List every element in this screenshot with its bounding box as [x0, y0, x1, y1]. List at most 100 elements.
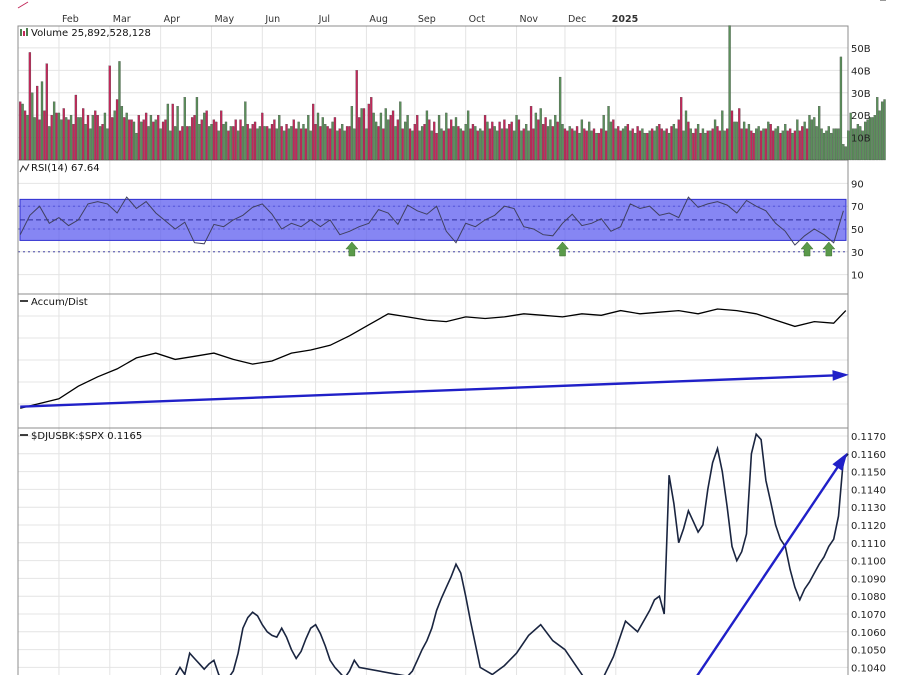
volume-bar: [452, 126, 455, 161]
volume-bar: [169, 130, 172, 161]
volume-bar: [600, 128, 603, 161]
volume-bar: [491, 121, 494, 161]
volume-bar: [839, 56, 843, 161]
month-label: Aug: [369, 14, 388, 25]
volume-bar: [796, 119, 799, 161]
volume-bar: [849, 112, 852, 161]
volume-bar: [65, 117, 68, 161]
volume-bar: [604, 130, 608, 161]
volume-bar: [222, 124, 225, 161]
volume-bar: [597, 132, 600, 161]
volume-bar: [878, 110, 881, 161]
volume-bar: [667, 132, 671, 161]
volume-bar: [406, 115, 409, 161]
volume-bar: [26, 115, 29, 161]
volume-bar: [89, 128, 92, 161]
volume-bar: [430, 130, 433, 161]
volume-bar: [798, 130, 801, 161]
volume-bar: [256, 128, 259, 161]
volume-bar: [822, 132, 826, 161]
volume-tick-label: 50B: [851, 44, 871, 55]
volume-bar: [21, 103, 24, 161]
volume-bar: [791, 132, 794, 161]
volume-bar: [229, 126, 232, 161]
volume-bar: [159, 128, 162, 161]
volume-bar: [469, 128, 472, 161]
volume-bar: [837, 128, 840, 161]
rsi-tick-label: 10: [851, 271, 864, 282]
volume-bar: [377, 126, 380, 161]
volume-bar: [132, 121, 136, 161]
volume-bar: [854, 128, 857, 161]
volume-bar: [98, 126, 102, 161]
volume-bar: [280, 126, 283, 161]
volume-bar: [428, 119, 431, 161]
volume-bar: [67, 119, 70, 161]
volume-bar: [466, 110, 470, 161]
volume-bar: [781, 130, 784, 161]
volume-bar: [183, 97, 186, 161]
volume-bar: [675, 128, 678, 161]
volume-bar: [307, 115, 310, 161]
volume-bar: [769, 124, 772, 161]
volume-bar: [140, 121, 143, 161]
volume-bar: [200, 119, 203, 161]
volume-bar: [164, 119, 167, 161]
volume-bar: [387, 119, 390, 161]
volume-bar: [612, 119, 615, 161]
volume-bar: [704, 132, 707, 161]
volume-bar: [677, 119, 680, 161]
volume-bar: [767, 121, 770, 161]
volume-bar: [413, 124, 416, 161]
volume-bars: [19, 25, 886, 161]
volume-bar: [457, 126, 460, 161]
volume-bar: [529, 106, 533, 161]
volume-bar: [670, 126, 673, 161]
volume-bar: [84, 124, 87, 161]
ratio-tick-label: 0.1170: [851, 432, 886, 443]
volume-bar: [861, 130, 864, 161]
volume-bar: [55, 112, 58, 161]
volume-bar: [520, 130, 523, 161]
ratio-panel: [17, 427, 849, 675]
volume-bar: [331, 121, 334, 161]
volume-bar: [672, 124, 676, 161]
volume-bar: [435, 132, 438, 161]
ratio-tick-label: 0.1140: [851, 485, 886, 496]
volume-bar: [665, 128, 668, 161]
volume-bar: [275, 128, 278, 161]
volume-bar: [270, 124, 274, 161]
rsi-label: RSI(14) 67.64: [31, 163, 100, 174]
volume-bar: [730, 110, 734, 161]
volume-bar: [193, 115, 196, 161]
volume-bar: [391, 110, 395, 161]
volume-bar: [660, 128, 663, 161]
volume-bar: [713, 119, 717, 161]
ratio-tick-label: 0.1040: [851, 663, 886, 674]
volume-bar: [813, 117, 816, 161]
volume-bar: [258, 126, 262, 161]
volume-bar: [508, 124, 511, 161]
month-label: May: [214, 14, 234, 25]
volume-bar: [757, 126, 760, 161]
volume-bar: [517, 119, 521, 161]
volume-bar: [614, 128, 617, 161]
volume-bar: [285, 124, 288, 161]
volume-bar: [353, 128, 356, 161]
volume-bar: [142, 119, 145, 161]
rsi-title: RSI(14) 67.64: [19, 163, 100, 174]
volume-bar: [328, 128, 332, 161]
volume-bar: [558, 76, 562, 161]
volume-bar: [471, 124, 475, 161]
volume-bar: [556, 121, 559, 161]
volume-bar: [784, 124, 787, 161]
volume-bar: [772, 130, 775, 161]
volume-bar: [689, 128, 692, 161]
rsi-tick-label: 50: [851, 225, 864, 236]
volume-bar: [157, 115, 160, 161]
volume-bar: [404, 121, 407, 161]
ratio-tick-label: 0.1060: [851, 628, 886, 639]
volume-bar: [653, 130, 656, 161]
volume-bar: [585, 130, 588, 161]
volume-bar: [333, 117, 337, 161]
